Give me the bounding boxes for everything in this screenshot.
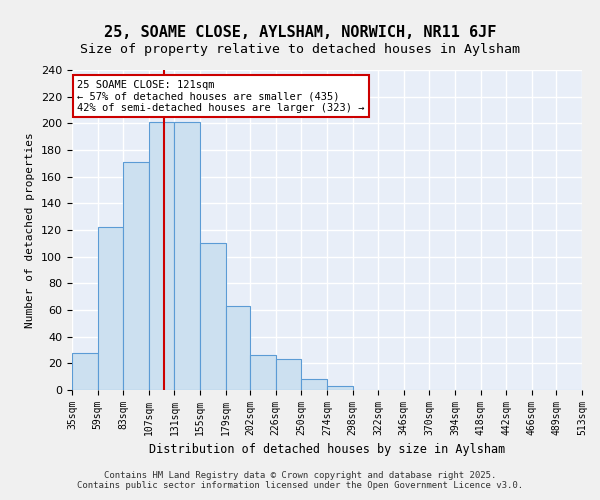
- Bar: [276, 360, 301, 390]
- Text: 25, SOAME CLOSE, AYLSHAM, NORWICH, NR11 6JF: 25, SOAME CLOSE, AYLSHAM, NORWICH, NR11 …: [104, 25, 496, 40]
- X-axis label: Distribution of detached houses by size in Aylsham: Distribution of detached houses by size …: [149, 444, 505, 456]
- Text: 25 SOAME CLOSE: 121sqm
← 57% of detached houses are smaller (435)
42% of semi-de: 25 SOAME CLOSE: 121sqm ← 57% of detached…: [77, 80, 365, 113]
- Bar: [98, 228, 123, 390]
- Y-axis label: Number of detached properties: Number of detached properties: [25, 132, 35, 328]
- Text: Contains HM Land Registry data © Crown copyright and database right 2025.
Contai: Contains HM Land Registry data © Crown c…: [77, 470, 523, 490]
- Bar: [72, 352, 98, 390]
- Bar: [123, 162, 149, 390]
- Bar: [327, 386, 353, 390]
- Bar: [200, 244, 226, 390]
- Bar: [250, 356, 276, 390]
- Bar: [149, 122, 175, 390]
- Bar: [175, 122, 200, 390]
- Bar: [226, 306, 250, 390]
- Text: Size of property relative to detached houses in Aylsham: Size of property relative to detached ho…: [80, 42, 520, 56]
- Bar: [301, 380, 327, 390]
